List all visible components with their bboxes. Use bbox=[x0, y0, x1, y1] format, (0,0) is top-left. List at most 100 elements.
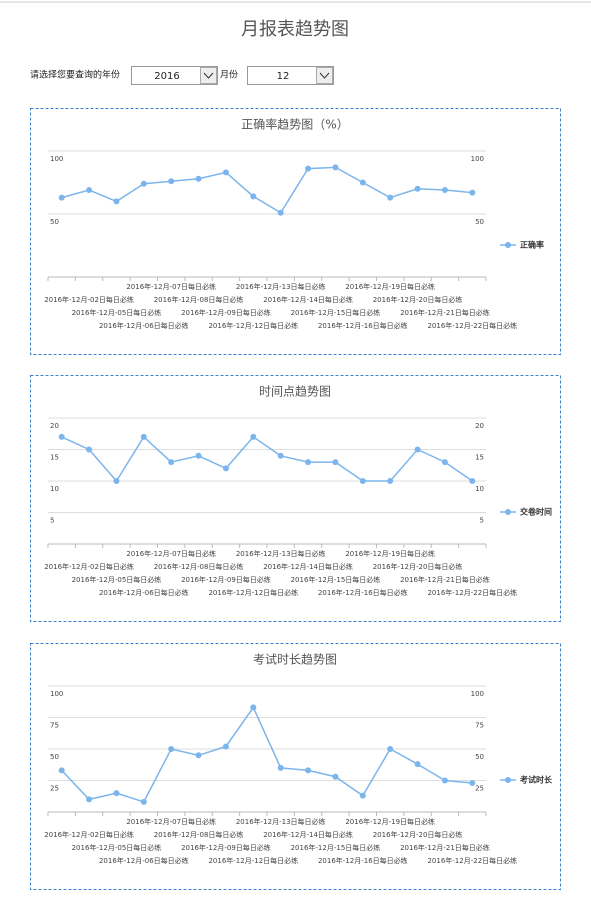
x-tick-label: 2016年-12月-09日每日必练 bbox=[181, 308, 271, 317]
y-tick-label: 100 bbox=[50, 690, 63, 698]
chart-title: 时间点趋势图 bbox=[259, 385, 331, 399]
data-point bbox=[277, 764, 284, 771]
data-point bbox=[250, 433, 257, 440]
year-box[interactable] bbox=[131, 66, 218, 85]
data-point bbox=[305, 767, 312, 774]
y-tick-label: 15 bbox=[50, 454, 59, 462]
chart-panel: 正确率趋势图（%） 50 50 100 100 2016年-12月-02日每日必练 2016… bbox=[30, 108, 561, 355]
data-point bbox=[195, 752, 202, 759]
data-point bbox=[441, 777, 448, 784]
data-point bbox=[359, 478, 366, 484]
month-arrow bbox=[319, 72, 330, 79]
x-tick-label: 2016年-12月-02日每日必练 bbox=[44, 830, 134, 839]
x-tick-label: 2016年-12月-06日每日必练 bbox=[99, 856, 189, 865]
year-arrow-btn[interactable] bbox=[200, 67, 217, 84]
month-select[interactable]: 12 bbox=[247, 66, 334, 85]
y-tick-label: 100 bbox=[50, 155, 63, 163]
year-value: 2016 bbox=[154, 71, 179, 82]
y2-tick-label: 10 bbox=[475, 485, 484, 493]
data-point bbox=[195, 175, 202, 182]
data-point bbox=[387, 478, 394, 484]
series-line bbox=[61, 166, 473, 214]
x-tick-label: 2016年-12月-16日每日必练 bbox=[318, 856, 408, 865]
data-point bbox=[414, 761, 421, 768]
data-point bbox=[113, 198, 120, 205]
month-arrow-btn[interactable] bbox=[316, 67, 333, 84]
data-point bbox=[469, 780, 476, 787]
data-point bbox=[332, 164, 339, 171]
data-point bbox=[359, 792, 366, 799]
x-tick-label: 2016年-12月-09日每日必练 bbox=[181, 843, 271, 852]
x-tick-label: 2016年-12月-22日每日必练 bbox=[427, 856, 517, 865]
x-tick-label: 2016年-12月-16日每日必练 bbox=[318, 588, 408, 597]
data-point bbox=[441, 187, 448, 194]
x-tick-label: 2016年-12月-02日每日必练 bbox=[44, 295, 134, 304]
data-point bbox=[86, 187, 93, 194]
data-point bbox=[441, 459, 448, 466]
data-point bbox=[305, 459, 312, 466]
panel-border bbox=[30, 375, 561, 622]
legend-label: 交卷时间 bbox=[520, 507, 552, 517]
y2-tick-label: 50 bbox=[475, 753, 484, 761]
data-point bbox=[140, 180, 147, 187]
data-point bbox=[222, 169, 229, 176]
data-point bbox=[140, 798, 147, 805]
x-tick-label: 2016年-12月-19日每日必练 bbox=[345, 817, 435, 826]
x-tick-label: 2016年-12月-19日每日必练 bbox=[345, 549, 435, 558]
x-tick-label: 2016年-12月-22日每日必练 bbox=[427, 321, 517, 330]
x-tick-label: 2016年-12月-14日每日必练 bbox=[263, 562, 353, 571]
month-box[interactable] bbox=[247, 66, 334, 85]
x-tick-label: 2016年-12月-15日每日必练 bbox=[291, 575, 381, 584]
y-tick-label: 10 bbox=[50, 485, 59, 493]
data-point bbox=[58, 767, 65, 774]
y-tick-label: 5 bbox=[50, 517, 54, 525]
x-tick-label: 2016年-12月-20日每日必练 bbox=[373, 830, 463, 839]
x-tick-label: 2016年-12月-22日每日必练 bbox=[427, 588, 517, 597]
data-point bbox=[140, 433, 147, 440]
series-line bbox=[61, 435, 473, 483]
data-point bbox=[387, 746, 394, 752]
x-tick-label: 2016年-12月-13日每日必练 bbox=[236, 817, 326, 826]
x-tick-label: 2016年-12月-12日每日必练 bbox=[208, 588, 298, 597]
x-tick-label: 2016年-12月-09日每日必练 bbox=[181, 575, 271, 584]
x-tick-label: 2016年-12月-05日每日必练 bbox=[72, 575, 162, 584]
data-point bbox=[387, 194, 394, 201]
year-select[interactable]: 2016 bbox=[131, 66, 218, 85]
x-tick-label: 2016年-12月-07日每日必练 bbox=[126, 549, 216, 558]
x-tick-label: 2016年-12月-05日每日必练 bbox=[72, 843, 162, 852]
data-point bbox=[113, 790, 120, 797]
x-tick-label: 2016年-12月-08日每日必练 bbox=[154, 830, 244, 839]
x-tick-label: 2016年-12月-13日每日必练 bbox=[236, 282, 326, 291]
x-tick-label: 2016年-12月-14日每日必练 bbox=[263, 830, 353, 839]
x-tick-label: 2016年-12月-21日每日必练 bbox=[400, 843, 490, 852]
data-point bbox=[332, 459, 339, 466]
data-point bbox=[168, 459, 175, 466]
chart-title: 正确率趋势图（%） bbox=[241, 117, 348, 132]
y2-tick-label: 25 bbox=[475, 785, 484, 793]
data-point bbox=[195, 452, 202, 459]
legend-dot bbox=[505, 509, 511, 515]
page-title: 月报表趋势图 bbox=[241, 19, 349, 40]
chart-title: 考试时长趋势图 bbox=[253, 652, 337, 667]
data-point bbox=[58, 433, 65, 440]
y2-tick-label: 5 bbox=[480, 517, 484, 525]
y2-tick-label: 50 bbox=[475, 218, 484, 226]
x-tick-label: 2016年-12月-06日每日必练 bbox=[99, 321, 189, 330]
chart-panel: 考试时长趋势图 25 25 50 50 75 75 100 100 2016年-12月-02日每日… bbox=[30, 643, 561, 890]
series-line bbox=[61, 705, 473, 803]
x-tick-label: 2016年-12月-13日每日必练 bbox=[236, 549, 326, 558]
x-tick-label: 2016年-12月-02日每日必练 bbox=[44, 562, 134, 571]
panel-border bbox=[30, 643, 561, 890]
x-tick-label: 2016年-12月-20日每日必练 bbox=[373, 562, 463, 571]
data-point bbox=[58, 194, 65, 201]
x-tick-label: 2016年-12月-21日每日必练 bbox=[400, 575, 490, 584]
legend-dot bbox=[505, 777, 511, 783]
data-point bbox=[359, 179, 366, 186]
x-tick-label: 2016年-12月-05日每日必练 bbox=[72, 308, 162, 317]
y2-tick-label: 100 bbox=[471, 155, 484, 163]
data-point bbox=[305, 165, 312, 172]
month-value: 12 bbox=[277, 71, 290, 82]
y2-tick-label: 20 bbox=[475, 422, 484, 430]
